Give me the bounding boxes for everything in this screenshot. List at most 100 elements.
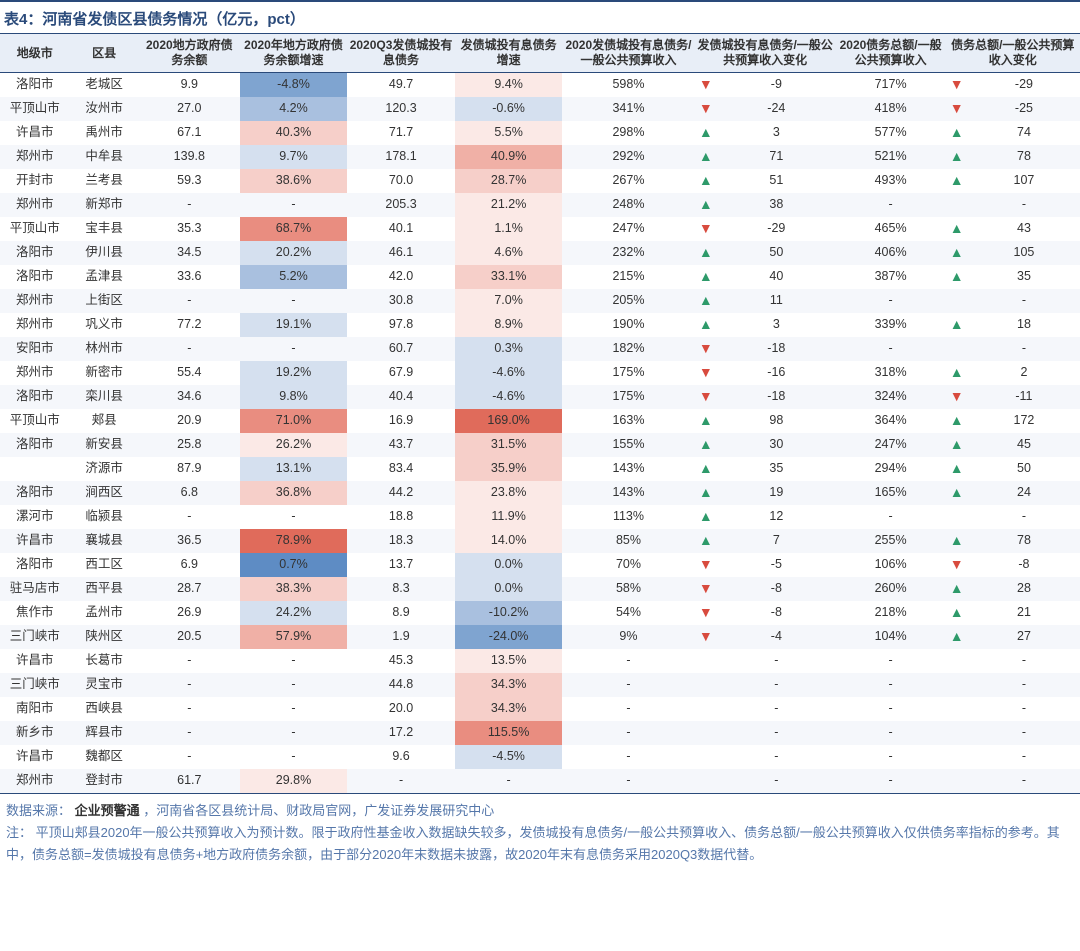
arrow-up-icon: ▲ [695, 481, 717, 505]
arrow-down-icon: ▼ [699, 604, 713, 620]
cell-balance-growth: 71.0% [240, 409, 348, 433]
cell-county: 林州市 [69, 337, 138, 361]
arrow-down-icon: ▼ [946, 385, 968, 409]
arrow-down-icon: ▼ [695, 97, 717, 121]
cell-ratio1-chg: -16 [717, 361, 836, 385]
cell-ratio2: 260% [836, 577, 946, 601]
table-row: 郑州市新密市55.419.2%67.9-4.6%175%▼-16318%▲2 [0, 361, 1080, 385]
arrow-empty [946, 505, 968, 529]
arrow-down-icon: ▼ [695, 601, 717, 625]
cell-debt-growth: 34.3% [455, 673, 563, 697]
cell-ratio2-chg: - [968, 721, 1080, 745]
table-row: 许昌市襄城县36.578.9%18.314.0%85%▲7255%▲78 [0, 529, 1080, 553]
cell-debt-growth: 1.1% [455, 217, 563, 241]
arrow-up-icon: ▲ [950, 268, 964, 284]
cell-ratio2: 465% [836, 217, 946, 241]
arrow-up-icon: ▲ [699, 172, 713, 188]
arrow-down-icon: ▼ [946, 553, 968, 577]
cell-debt-growth: -4.6% [455, 385, 563, 409]
note-line: 注： 平顶山郏县2020年一般公共预算收入为预计数。限于政府性基金收入数据缺失较… [6, 822, 1074, 866]
arrow-up-icon: ▲ [950, 436, 964, 452]
cell-city: 南阳市 [0, 697, 69, 721]
arrow-down-icon: ▼ [695, 625, 717, 649]
cell-county: 新安县 [69, 433, 138, 457]
cell-ratio1-chg: 30 [717, 433, 836, 457]
cell-ratio2: 294% [836, 457, 946, 481]
cell-debt-growth: 9.4% [455, 73, 563, 97]
cell-ratio1-chg: -5 [717, 553, 836, 577]
cell-ratio2: - [836, 673, 946, 697]
cell-ratio2: 165% [836, 481, 946, 505]
cell-q3-debt: 97.8 [347, 313, 455, 337]
cell-balance-growth: 0.7% [240, 553, 348, 577]
table-body: 洛阳市老城区9.9-4.8%49.79.4%598%▼-9717%▼-29 平顶山… [0, 73, 1080, 793]
cell-debt-growth: 40.9% [455, 145, 563, 169]
cell-balance: 26.9 [139, 601, 240, 625]
arrow-up-icon: ▲ [695, 505, 717, 529]
arrow-up-icon: ▲ [695, 457, 717, 481]
col-c6: 发债城投有息债务/一般公共预算收入变化 [695, 34, 836, 73]
cell-ratio2: 364% [836, 409, 946, 433]
cell-balance: 34.6 [139, 385, 240, 409]
cell-ratio1-chg: -9 [717, 73, 836, 97]
table-row: 平顶山市郏县20.971.0%16.9169.0%163%▲98364%▲172 [0, 409, 1080, 433]
cell-q3-debt: 83.4 [347, 457, 455, 481]
cell-ratio2-chg: 78 [968, 529, 1080, 553]
cell-ratio1-chg: -18 [717, 385, 836, 409]
cell-balance-growth: - [240, 505, 348, 529]
arrow-empty [695, 649, 717, 673]
cell-ratio1-chg: 51 [717, 169, 836, 193]
arrow-empty [946, 649, 968, 673]
cell-ratio2-chg: 27 [968, 625, 1080, 649]
arrow-up-icon: ▲ [695, 241, 717, 265]
cell-ratio1-chg: -8 [717, 601, 836, 625]
cell-ratio1: 598% [562, 73, 694, 97]
cell-balance: 27.0 [139, 97, 240, 121]
table-row: 洛阳市老城区9.9-4.8%49.79.4%598%▼-9717%▼-29 [0, 73, 1080, 97]
cell-ratio2-chg: 2 [968, 361, 1080, 385]
cell-ratio1: 205% [562, 289, 694, 313]
arrow-down-icon: ▼ [699, 580, 713, 596]
cell-balance-growth: - [240, 337, 348, 361]
arrow-down-icon: ▼ [699, 220, 713, 236]
cell-balance-growth: 29.8% [240, 769, 348, 793]
table-row: 许昌市长葛市--45.313.5%---- [0, 649, 1080, 673]
arrow-up-icon: ▲ [950, 148, 964, 164]
cell-q3-debt: 44.2 [347, 481, 455, 505]
cell-city: 郑州市 [0, 289, 69, 313]
arrow-up-icon: ▲ [946, 241, 968, 265]
cell-city: 洛阳市 [0, 481, 69, 505]
cell-ratio1: - [562, 745, 694, 769]
cell-ratio1-chg: 7 [717, 529, 836, 553]
col-c7: 2020债务总额/一般公共预算收入 [836, 34, 946, 73]
cell-q3-debt: 1.9 [347, 625, 455, 649]
arrow-up-icon: ▲ [950, 532, 964, 548]
table-row: 郑州市新郑市--205.321.2%248%▲38-- [0, 193, 1080, 217]
cell-city: 平顶山市 [0, 217, 69, 241]
arrow-down-icon: ▼ [946, 73, 968, 97]
note-label: 注： [6, 825, 32, 840]
cell-balance: 55.4 [139, 361, 240, 385]
cell-ratio2: - [836, 337, 946, 361]
cell-ratio1-chg: - [717, 673, 836, 697]
cell-ratio1-chg: 11 [717, 289, 836, 313]
cell-city: 许昌市 [0, 529, 69, 553]
cell-q3-debt: 30.8 [347, 289, 455, 313]
cell-debt-growth: 28.7% [455, 169, 563, 193]
cell-ratio1: 247% [562, 217, 694, 241]
arrow-up-icon: ▲ [699, 244, 713, 260]
cell-ratio2-chg: - [968, 745, 1080, 769]
footnotes: 数据来源： 企业预警通 ，河南省各区县统计局、财政局官网，广发证券发展研究中心 … [0, 793, 1080, 868]
cell-q3-debt: 60.7 [347, 337, 455, 361]
cell-city: 三门峡市 [0, 673, 69, 697]
cell-ratio1-chg: -18 [717, 337, 836, 361]
cell-q3-debt: - [347, 769, 455, 793]
cell-debt-growth: -10.2% [455, 601, 563, 625]
cell-debt-growth: - [455, 769, 563, 793]
arrow-up-icon: ▲ [946, 361, 968, 385]
arrow-up-icon: ▲ [950, 628, 964, 644]
cell-ratio2: 218% [836, 601, 946, 625]
arrow-up-icon: ▲ [946, 145, 968, 169]
cell-ratio2-chg: -8 [968, 553, 1080, 577]
arrow-down-icon: ▼ [695, 73, 717, 97]
